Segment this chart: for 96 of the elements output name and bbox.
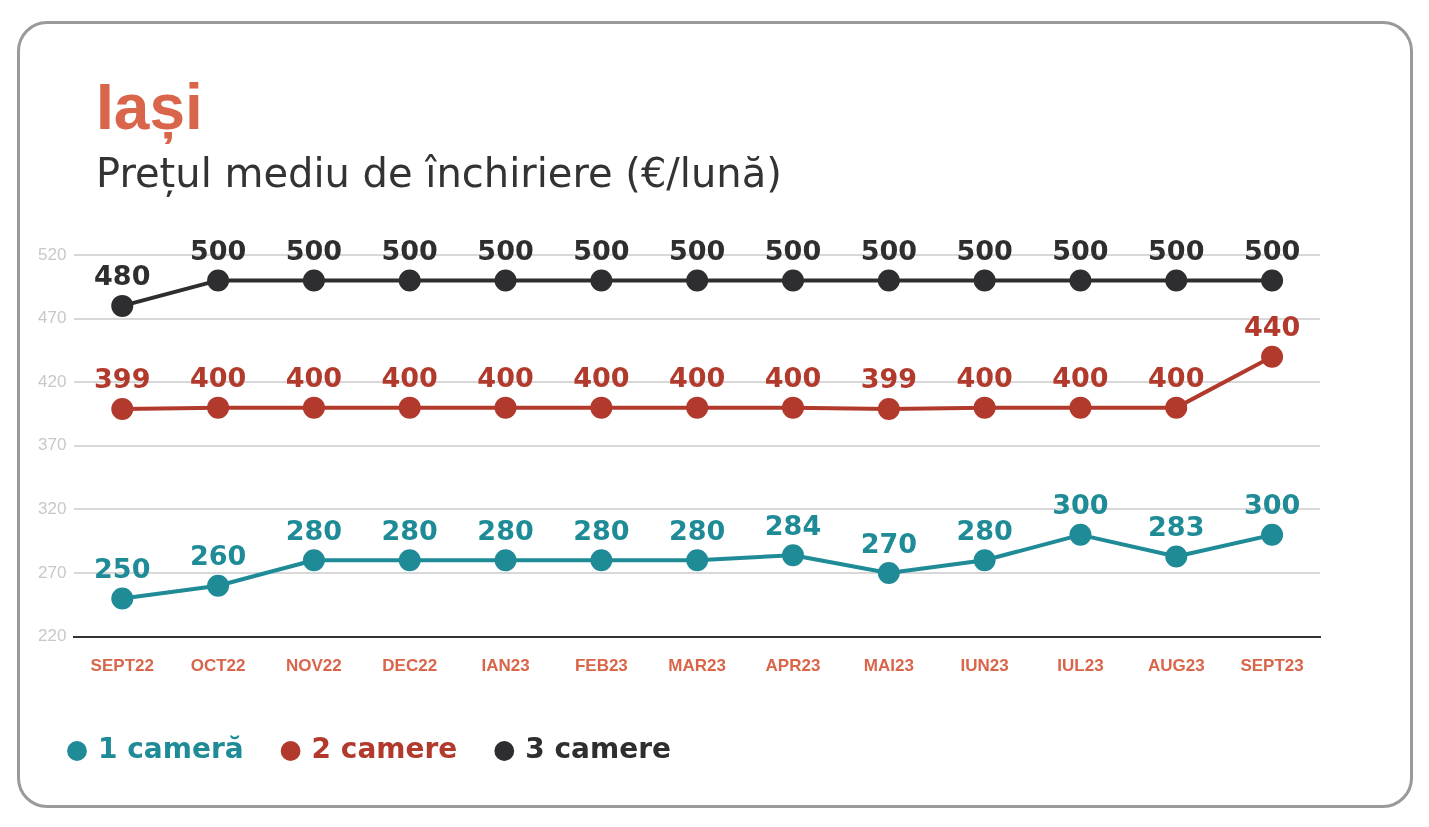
point	[1069, 523, 1092, 546]
point	[207, 269, 230, 292]
data-label: 400	[477, 362, 534, 394]
data-label: 480	[94, 260, 151, 292]
x-tick-label: NOV22	[286, 656, 342, 676]
point	[1261, 269, 1284, 292]
data-label: 400	[1052, 362, 1109, 394]
point	[686, 396, 709, 419]
point	[398, 549, 421, 572]
data-label: 500	[860, 234, 918, 266]
point	[590, 269, 613, 292]
x-tick-label: OCT22	[190, 656, 246, 676]
data-label: 500	[764, 234, 822, 266]
legend-label: 1 cameră	[98, 732, 244, 766]
data-label: 260	[189, 540, 247, 572]
point	[111, 294, 134, 317]
point	[494, 269, 517, 292]
data-label: 250	[94, 552, 151, 584]
x-tick-label: IUN23	[960, 656, 1009, 676]
point	[973, 549, 996, 572]
data-label: 283	[1148, 510, 1205, 542]
x-tick-label: IUL23	[1057, 656, 1104, 676]
data-label: 500	[956, 234, 1013, 266]
point	[686, 549, 709, 572]
point	[590, 396, 613, 419]
point	[1165, 396, 1188, 419]
x-tick-label: MAR23	[668, 656, 726, 676]
point	[782, 396, 804, 419]
data-label: 400	[285, 362, 343, 394]
point	[1261, 523, 1284, 546]
x-tick-label: IAN23	[481, 656, 530, 676]
data-label: 440	[1243, 311, 1301, 343]
point	[590, 549, 613, 572]
chart-subtitle: Prețul mediu de închiriere (€/lună)	[96, 150, 782, 196]
data-label: 400	[956, 362, 1013, 394]
legend-label: 2 camere	[311, 732, 458, 766]
data-label: 270	[860, 527, 918, 559]
data-label: 280	[573, 514, 630, 546]
point	[111, 397, 134, 420]
point	[782, 544, 804, 567]
data-label: 400	[573, 362, 630, 394]
point	[302, 549, 325, 572]
data-label: 500	[285, 234, 343, 266]
data-label: 500	[573, 234, 630, 266]
point	[973, 396, 996, 419]
x-tick-label: SEPT22	[90, 656, 154, 676]
data-label: 400	[381, 362, 438, 394]
point	[1069, 269, 1092, 292]
point	[1165, 545, 1188, 568]
point	[1069, 396, 1092, 419]
legend-label: 3 camere	[525, 732, 671, 766]
point	[302, 396, 325, 419]
data-label: 280	[381, 514, 438, 546]
x-tick-label: APR23	[765, 656, 821, 676]
data-label: 280	[956, 514, 1013, 546]
x-tick-label: DEC22	[382, 656, 438, 676]
data-label: 400	[764, 362, 822, 394]
point	[973, 269, 996, 292]
point	[686, 269, 709, 292]
data-label: 280	[668, 514, 726, 546]
data-label: 500	[1243, 234, 1301, 266]
point	[494, 396, 517, 419]
data-label: 280	[477, 514, 534, 546]
point	[111, 587, 134, 610]
x-tick-label: AUG23	[1147, 656, 1205, 676]
data-label: 500	[189, 234, 247, 266]
point	[782, 269, 804, 292]
data-label: 399	[94, 363, 151, 395]
data-label: 500	[477, 234, 534, 266]
point	[207, 574, 230, 597]
point	[1261, 345, 1284, 368]
data-label: 280	[285, 514, 343, 546]
point	[1165, 269, 1188, 292]
data-label: 500	[668, 234, 726, 266]
data-label: 400	[189, 362, 247, 394]
data-label: 284	[764, 509, 822, 541]
data-label: 300	[1243, 489, 1301, 521]
x-tick-label: FEB23	[574, 656, 628, 676]
chart-title: Iași	[96, 70, 203, 144]
data-label: 300	[1052, 489, 1109, 521]
x-tick-label: MAI23	[863, 656, 914, 676]
data-label: 399	[860, 363, 918, 395]
point	[398, 269, 421, 292]
data-label: 500	[1148, 234, 1205, 266]
data-label: 400	[1148, 362, 1205, 394]
point	[877, 562, 900, 584]
x-tick-label: SEPT23	[1240, 656, 1304, 676]
data-label: 400	[668, 362, 726, 394]
point	[877, 397, 900, 420]
point	[494, 549, 517, 572]
data-label: 500	[1052, 234, 1109, 266]
data-label: 500	[381, 234, 438, 266]
point	[398, 396, 421, 419]
point	[302, 269, 325, 292]
point	[877, 269, 900, 292]
point	[207, 396, 230, 419]
